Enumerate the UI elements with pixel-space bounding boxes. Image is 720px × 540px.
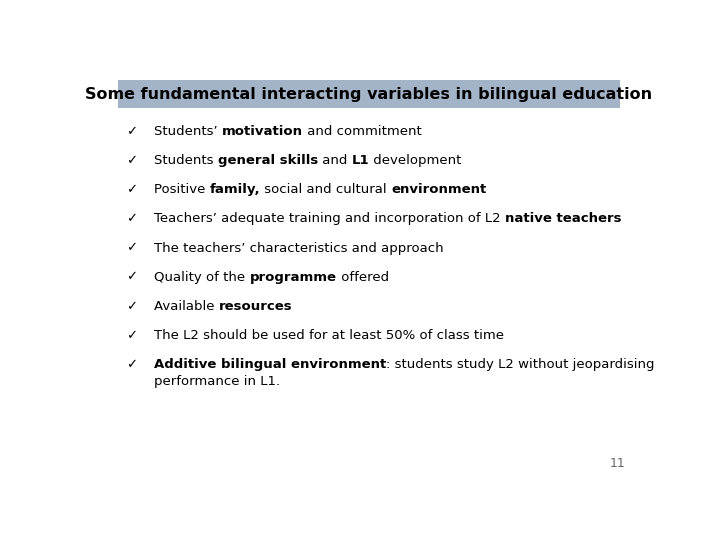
Text: Positive: Positive bbox=[154, 183, 210, 197]
Text: ✓: ✓ bbox=[126, 212, 138, 225]
Text: ✓: ✓ bbox=[126, 241, 138, 254]
Text: ✓: ✓ bbox=[126, 300, 138, 313]
Text: and commitment: and commitment bbox=[303, 125, 422, 138]
Text: The L2 should be used for at least 50% of class time: The L2 should be used for at least 50% o… bbox=[154, 329, 504, 342]
Text: native teachers: native teachers bbox=[505, 212, 621, 225]
Text: Some fundamental interacting variables in bilingual education: Some fundamental interacting variables i… bbox=[86, 87, 652, 102]
Text: and: and bbox=[318, 154, 352, 167]
Text: L1: L1 bbox=[352, 154, 369, 167]
Text: resources: resources bbox=[219, 300, 292, 313]
Text: Students: Students bbox=[154, 154, 218, 167]
Text: programme: programme bbox=[250, 271, 336, 284]
Text: Students’: Students’ bbox=[154, 125, 222, 138]
Text: ✓: ✓ bbox=[126, 329, 138, 342]
Text: family,: family, bbox=[210, 183, 261, 197]
Text: ✓: ✓ bbox=[126, 154, 138, 167]
Text: Additive bilingual environment: Additive bilingual environment bbox=[154, 358, 387, 371]
FancyBboxPatch shape bbox=[118, 80, 620, 109]
Text: : students study L2 without jeopardising: : students study L2 without jeopardising bbox=[387, 358, 655, 371]
Text: development: development bbox=[369, 154, 462, 167]
Text: Teachers’ adequate training and incorporation of L2: Teachers’ adequate training and incorpor… bbox=[154, 212, 505, 225]
Text: Available: Available bbox=[154, 300, 219, 313]
Text: performance in L1.: performance in L1. bbox=[154, 375, 280, 388]
Text: ✓: ✓ bbox=[126, 183, 138, 197]
Text: The teachers’ characteristics and approach: The teachers’ characteristics and approa… bbox=[154, 241, 444, 254]
Text: 11: 11 bbox=[610, 457, 626, 470]
Text: Quality of the: Quality of the bbox=[154, 271, 250, 284]
Text: offered: offered bbox=[336, 271, 389, 284]
Text: ✓: ✓ bbox=[126, 125, 138, 138]
Text: social and cultural: social and cultural bbox=[261, 183, 391, 197]
Text: general skills: general skills bbox=[218, 154, 318, 167]
Text: environment: environment bbox=[391, 183, 487, 197]
Text: motivation: motivation bbox=[222, 125, 303, 138]
Text: ✓: ✓ bbox=[126, 271, 138, 284]
Text: ✓: ✓ bbox=[126, 358, 138, 371]
